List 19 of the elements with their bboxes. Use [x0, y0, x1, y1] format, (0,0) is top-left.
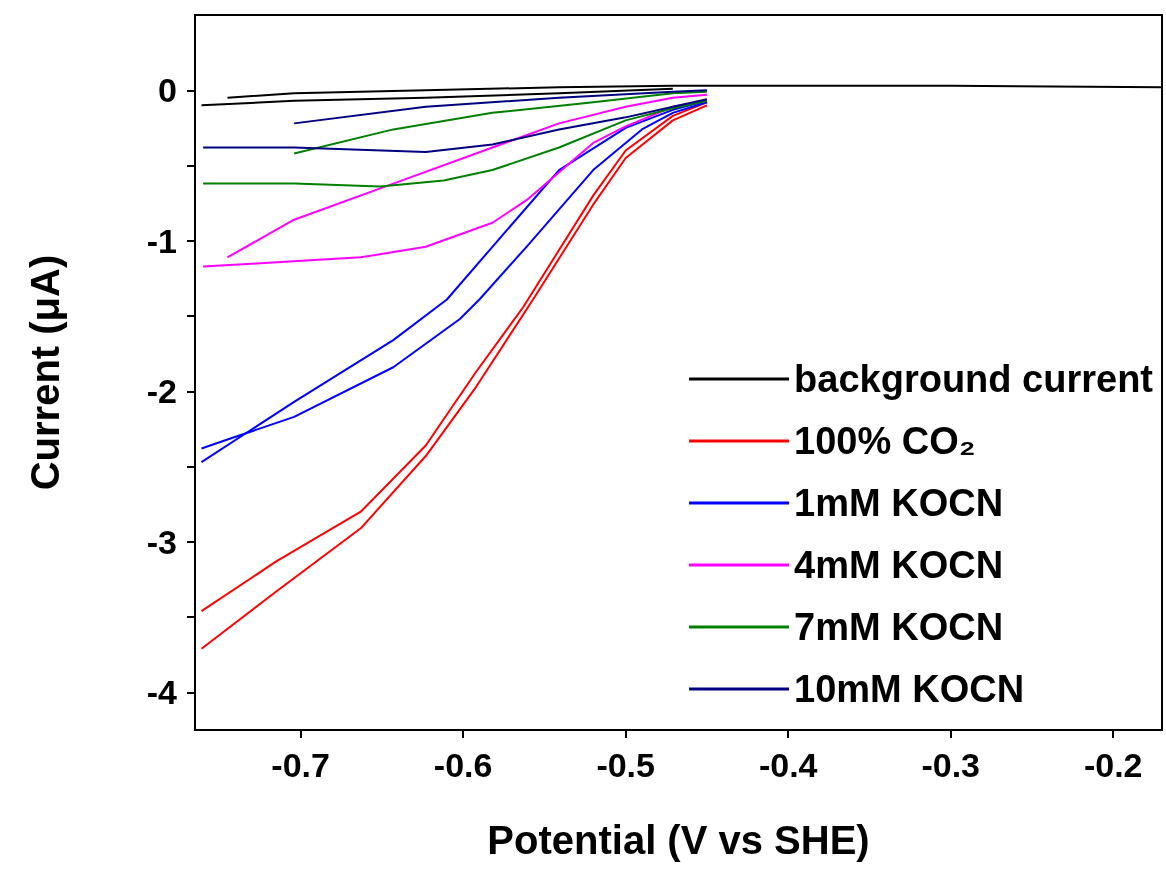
y-tick-label: -1: [146, 221, 177, 260]
x-tick-label: -0.6: [433, 746, 493, 784]
y-axis-title: Current (μA): [23, 254, 67, 491]
legend-label: 7mM KOCN: [794, 606, 1004, 648]
legend-label: background current: [794, 358, 1154, 400]
y-tick-label: 0: [158, 71, 177, 110]
legend-label: 10mM KOCN: [794, 668, 1025, 710]
x-axis-title: Potential (V vs SHE): [487, 818, 870, 862]
x-tick-label: -0.7: [271, 746, 330, 784]
x-tick-label: -0.3: [921, 746, 981, 784]
legend-label: 100% CO₂: [794, 420, 976, 462]
legend-label: 1mM KOCN: [794, 482, 1004, 524]
legend-label: 4mM KOCN: [794, 544, 1004, 586]
x-tick-label: -0.4: [758, 746, 818, 784]
x-tick-label: -0.5: [596, 746, 655, 784]
y-tick-label: -3: [146, 522, 177, 561]
y-tick-label: -2: [146, 372, 177, 411]
y-tick-label: -4: [146, 673, 178, 712]
x-tick-label: -0.2: [1083, 746, 1143, 784]
